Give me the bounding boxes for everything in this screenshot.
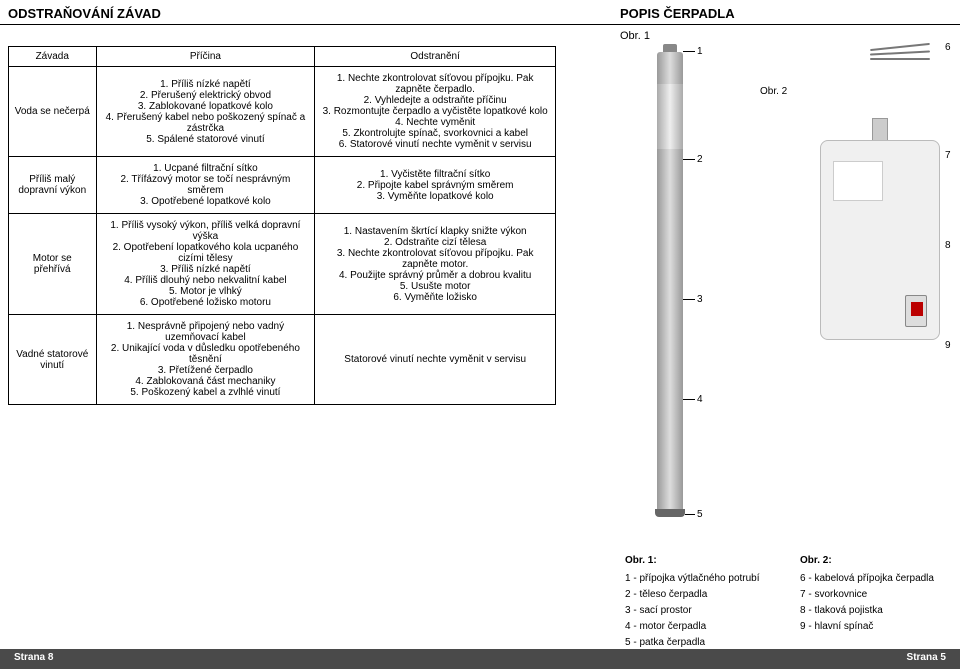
callout-9: 9 [945, 340, 951, 351]
cable-strand [870, 58, 930, 60]
pump-base [655, 509, 685, 517]
cell-cause: 1. Příliš nízké napětí 2. Přerušený elek… [96, 67, 315, 157]
callout-8: 8 [945, 240, 951, 251]
cell-fault: Motor se přehřívá [9, 214, 97, 315]
legend-item: 9 - hlavní spínač [800, 619, 955, 635]
callout-1: 1 [697, 46, 703, 57]
leader-line [685, 514, 695, 515]
cable-icon [870, 40, 940, 70]
table-row: Voda se nečerpá 1. Příliš nízké napětí 2… [9, 67, 556, 157]
troubleshooting-table: Závada Příčina Odstranění Voda se nečerp… [8, 46, 556, 405]
leader-line [683, 51, 695, 52]
page-number-right: Strana 5 [907, 652, 946, 663]
callout-3: 3 [697, 294, 703, 305]
page-footer: Strana 8 Strana 5 [0, 649, 960, 669]
table-row: Vadné statorové vinutí 1. Nesprávně přip… [9, 315, 556, 405]
legend-item: 2 - těleso čerpadla [625, 587, 785, 603]
callout-6: 6 [945, 42, 951, 53]
legend-item: 3 - sací prostor [625, 603, 785, 619]
leader-line [683, 399, 695, 400]
header-cause: Příčina [96, 47, 315, 67]
legend-fig2: Obr. 2: 6 - kabelová přípojka čerpadla 7… [800, 553, 955, 635]
legend-item: 1 - přípojka výtlačného potrubí [625, 571, 785, 587]
cell-remedy: 1. Vyčistěte filtrační sítko 2. Připojte… [315, 157, 556, 214]
legend-item: 8 - tlaková pojistka [800, 603, 955, 619]
control-label-plate [833, 161, 883, 201]
callout-2: 2 [697, 154, 703, 165]
cell-remedy: Statorové vinutí nechte vyměnit v servis… [315, 315, 556, 405]
cell-fault: Příliš malý dopravní výkon [9, 157, 97, 214]
table-row: Motor se přehřívá 1. Příliš vysoký výkon… [9, 214, 556, 315]
figure1-label: Obr. 1 [620, 30, 650, 42]
cell-cause: 1. Nesprávně připojený nebo vadný uzemňo… [96, 315, 315, 405]
legend-item: 4 - motor čerpadla [625, 619, 785, 635]
table-header-row: Závada Příčina Odstranění [9, 47, 556, 67]
page-title-left: ODSTRAŇOVÁNÍ ZÁVAD [8, 6, 161, 21]
legend-item: 7 - svorkovnice [800, 587, 955, 603]
pump-label-area [657, 84, 683, 149]
callout-4: 4 [697, 394, 703, 405]
leader-line [683, 299, 695, 300]
cell-fault: Vadné statorové vinutí [9, 315, 97, 405]
legend-item: 6 - kabelová přípojka čerpadla [800, 571, 955, 587]
callout-7: 7 [945, 150, 951, 161]
figure-2-controlbox: 6 7 8 9 [760, 40, 950, 520]
cell-fault: Voda se nečerpá [9, 67, 97, 157]
cell-remedy: 1. Nastavením škrtící klapky snižte výko… [315, 214, 556, 315]
cell-remedy: 1. Nechte zkontrolovat síťovou přípojku.… [315, 67, 556, 157]
legend-title: Obr. 1: [625, 553, 785, 569]
page-number-left: Strana 8 [14, 652, 53, 663]
page-title-right: POPIS ČERPADLA [620, 6, 735, 21]
control-switch [905, 295, 927, 327]
cell-cause: 1. Ucpané filtrační sítko 2. Třífázový m… [96, 157, 315, 214]
control-pipe [872, 118, 888, 142]
cell-cause: 1. Příliš vysoký výkon, příliš velká dop… [96, 214, 315, 315]
figure-1-pump: 1 2 3 4 5 [625, 44, 705, 524]
cable-strand [870, 50, 930, 55]
legend-fig1: Obr. 1: 1 - přípojka výtlačného potrubí … [625, 553, 785, 651]
legend-title: Obr. 2: [800, 553, 955, 569]
callout-5: 5 [697, 509, 703, 520]
header-remedy: Odstranění [315, 47, 556, 67]
leader-line [683, 159, 695, 160]
header-fault: Závada [9, 47, 97, 67]
divider [0, 24, 960, 25]
table-row: Příliš malý dopravní výkon 1. Ucpané fil… [9, 157, 556, 214]
control-box [820, 140, 940, 340]
